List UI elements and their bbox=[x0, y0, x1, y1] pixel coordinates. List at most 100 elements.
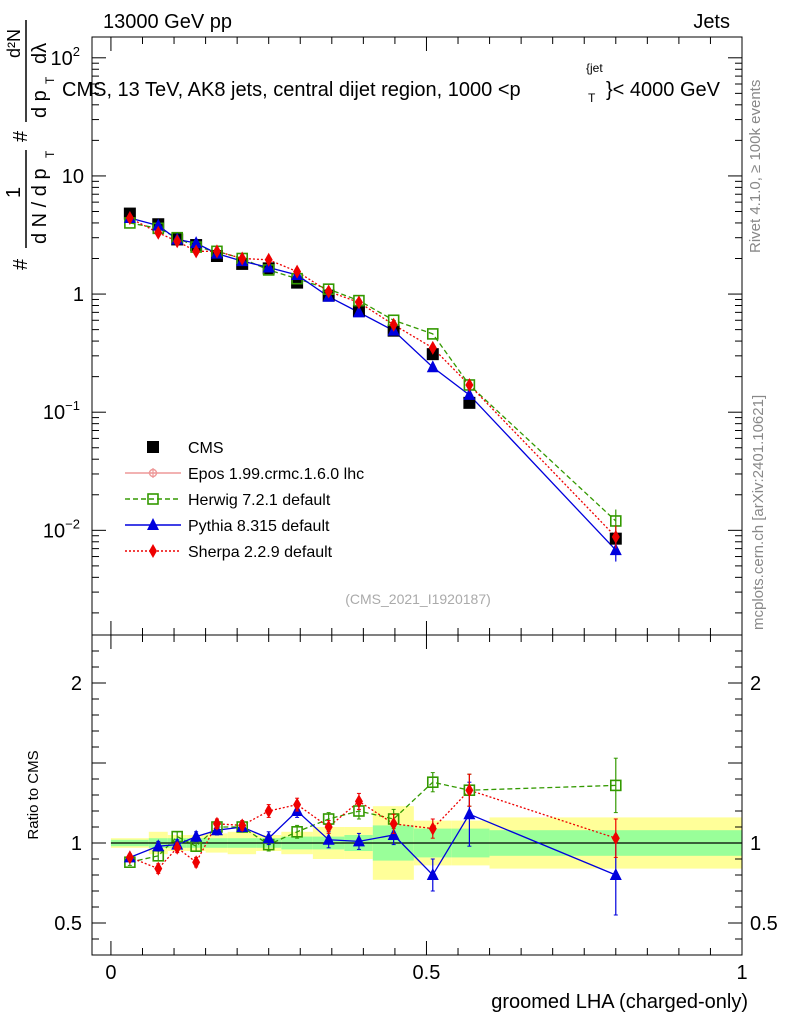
title-pre: CMS, 13 TeV, AK8 jets, central dijet reg… bbox=[62, 79, 521, 101]
ratio-point-sherpa bbox=[264, 804, 273, 818]
main-point-sherpa bbox=[293, 264, 302, 279]
ratio-y-tick-label-right: 1 bbox=[750, 833, 761, 855]
ratio-frame bbox=[91, 634, 743, 956]
main-point-sherpa bbox=[611, 529, 620, 544]
ratio-point-sherpa bbox=[611, 831, 620, 846]
main-y-tick-label: 10−1 bbox=[43, 398, 80, 424]
main-title: CMS, 13 TeV, AK8 jets, central dijet reg… bbox=[62, 61, 721, 105]
ylabel-hash1: # bbox=[10, 258, 32, 270]
ratio-point-sherpa bbox=[212, 816, 221, 831]
ratio-y-tick-label-right: 0.5 bbox=[750, 913, 778, 935]
ratio-series-points bbox=[123, 757, 622, 916]
legend-label: Herwig 7.2.1 default bbox=[188, 492, 331, 509]
ratio-point-pythia bbox=[609, 868, 622, 880]
main-point-sherpa bbox=[192, 244, 201, 259]
main-point-pythia bbox=[152, 218, 165, 231]
ratio-panel: 0 0.5 1 0.5 0.5 1 1 2 2 Ratio to CMS groomed LHA… bbox=[25, 634, 778, 1013]
analysis-watermark: (CMS_2021_I1920187) bbox=[345, 591, 491, 607]
ylabel-numB: d²N bbox=[4, 29, 24, 58]
main-point-pythia bbox=[463, 387, 476, 400]
ratio-point-sherpa bbox=[154, 861, 163, 876]
ratio-point-sherpa bbox=[192, 855, 201, 870]
ylabel-denB: d p bbox=[29, 90, 51, 118]
main-y-tick-label: 102 bbox=[51, 44, 80, 70]
main-y-tick-label: 10−2 bbox=[43, 516, 80, 542]
ratio-point-sherpa bbox=[354, 794, 363, 809]
ratio-point-pythia bbox=[152, 839, 165, 852]
ratio-point-sherpa bbox=[293, 797, 302, 812]
ratio-point-herwig bbox=[426, 776, 439, 789]
main-line-herwig bbox=[129, 222, 617, 522]
main-point-sherpa bbox=[154, 225, 163, 240]
main-point-sherpa bbox=[125, 211, 134, 226]
ylabel-one: 1 bbox=[3, 187, 25, 198]
main-point-sherpa bbox=[173, 234, 182, 249]
ratio-y-tick-label: 0.5 bbox=[54, 913, 82, 935]
ratio-y-tick-label-right: 2 bbox=[750, 673, 761, 695]
ratio-point-sherpa bbox=[125, 850, 134, 865]
title-post: }< 4000 GeV bbox=[606, 79, 721, 101]
ratio-x-tick-label: 1 bbox=[736, 962, 747, 984]
ylabel-denA: d N / d p bbox=[29, 168, 51, 244]
ratio-y-tick-label: 1 bbox=[71, 833, 82, 855]
main-point-sherpa bbox=[465, 377, 474, 392]
ratio-point-sherpa bbox=[324, 820, 333, 834]
legend-label: Sherpa 2.2.9 default bbox=[188, 544, 333, 561]
legend-label: Pythia 8.315 default bbox=[188, 518, 330, 535]
legend-marker bbox=[149, 544, 157, 558]
ratio-x-tick-label: 0 bbox=[105, 962, 116, 984]
rivet-version-text: Rivet 4.1.0, ≥ 100k events bbox=[747, 80, 764, 253]
ratio-series-lines bbox=[129, 781, 617, 877]
ratio-point-pythia bbox=[262, 831, 275, 844]
ratio-point-pythia bbox=[190, 829, 203, 842]
main-y-tick-label: 1 bbox=[73, 284, 84, 306]
ratio-y-label: Ratio to CMS bbox=[25, 750, 42, 839]
title-sup: {jet bbox=[586, 61, 603, 75]
ratio-point-pythia bbox=[387, 828, 400, 840]
main-point-herwig bbox=[426, 328, 439, 340]
main-point-sherpa bbox=[428, 340, 437, 355]
ratio-point-sherpa bbox=[465, 783, 474, 798]
main-point-pythia bbox=[426, 360, 439, 373]
legend-marker bbox=[147, 441, 159, 453]
ratio-x-tick-label: 0.5 bbox=[413, 962, 441, 984]
ratio-point-sherpa bbox=[238, 818, 247, 833]
ratio-point-sherpa bbox=[173, 840, 182, 855]
main-point-pythia bbox=[190, 236, 203, 249]
main-point-sherpa bbox=[354, 295, 363, 310]
main-point-pythia bbox=[352, 305, 365, 318]
legend-marker bbox=[147, 493, 159, 505]
main-panel: 10−2 10−1 1 10 102 CMS, 13 TeV, AK8 jets, ce… bbox=[3, 20, 743, 636]
ylabel-hash2: # bbox=[10, 130, 32, 142]
ratio-y-tick-label: 2 bbox=[71, 673, 82, 695]
main-line-sherpa bbox=[129, 217, 617, 538]
ratio-point-pythia bbox=[426, 868, 439, 880]
main-point-sherpa bbox=[389, 317, 398, 332]
ylabel-denB2: dλ bbox=[29, 43, 51, 64]
ratio-line-herwig bbox=[129, 781, 616, 863]
ratio-point-sherpa bbox=[428, 821, 437, 836]
header-right: Jets bbox=[693, 11, 730, 33]
mcplots-text: mcplots.cern.ch [arXiv:2401.10621] bbox=[750, 395, 767, 630]
main-x-ticks bbox=[110, 37, 743, 635]
main-point-pythia bbox=[609, 543, 622, 556]
ratio-axes: 0 0.5 1 0.5 0.5 1 1 2 2 bbox=[54, 634, 778, 984]
main-y-tick-label: 10 bbox=[62, 166, 84, 188]
ratio-point-sherpa bbox=[389, 816, 398, 831]
legend-label: CMS bbox=[188, 440, 224, 457]
legend-label: Epos 1.99.crmc.1.6.0 lhc bbox=[188, 466, 364, 483]
main-point-sherpa bbox=[212, 244, 221, 259]
ratio-line-sherpa bbox=[129, 789, 616, 870]
legend-marker bbox=[147, 518, 159, 530]
main-y-axis: 10−2 10−1 1 10 102 bbox=[43, 44, 742, 614]
ylabel-denB-sub: T bbox=[43, 76, 57, 84]
main-y-label: # 1 d N / d p T # d²N d p T dλ bbox=[3, 20, 57, 270]
main-point-sherpa bbox=[264, 252, 273, 267]
ratio-point-herwig bbox=[291, 825, 303, 838]
ratio-point-herwig bbox=[609, 779, 622, 792]
legend: CMS Epos 1.99.crmc.1.6.0 lhc Herwig 7.2.1 … bbox=[125, 440, 364, 561]
title-sub: T bbox=[588, 91, 596, 105]
ylabel-denA-sub: T bbox=[43, 150, 57, 158]
main-series-points bbox=[123, 207, 622, 562]
